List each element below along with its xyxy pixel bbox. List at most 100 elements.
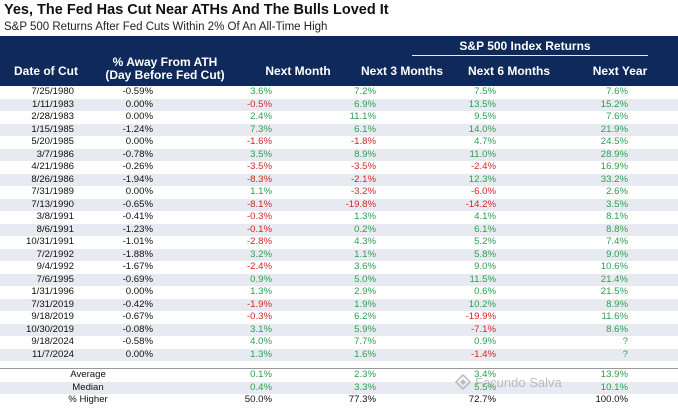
table-row: 2/28/1983 0.00% 2.4% 11.1% 9.5% 7.6% (0, 111, 678, 124)
cell-ath-distance: 0.00% (125, 111, 153, 122)
cell-date-of-cut: 8/6/1991 (36, 223, 74, 235)
cell-next-year: 33.2% (600, 173, 628, 185)
cell-date-of-cut: 3/8/1991 (36, 211, 74, 222)
cell-next-6-months: -2.4% (470, 161, 496, 172)
cell-next-month: 3.5% (250, 148, 272, 160)
header-group-label: S&P 500 Index Returns (459, 39, 591, 53)
cell-next-6-months: -1.4% (470, 348, 496, 360)
cell-ath-distance: 0.00% (125, 348, 153, 360)
summary-next-3-months: 2.3% (354, 369, 376, 380)
cell-next-month: -0.3% (246, 211, 272, 222)
cell-date-of-cut: 4/21/1986 (31, 161, 74, 172)
summary-next-month: 0.1% (250, 369, 272, 380)
cell-next-month: -2.4% (246, 261, 272, 272)
cell-next-3-months: 1.3% (354, 211, 376, 222)
table-row: 7/31/2019 -0.42% -1.9% 1.9% 10.2% 8.9% (0, 298, 678, 311)
cell-next-year: 8.9% (606, 298, 628, 310)
cell-next-month: -3.5% (246, 161, 272, 172)
cell-next-month: -0.3% (246, 311, 272, 322)
cell-date-of-cut: 9/18/2024 (31, 336, 74, 347)
cell-ath-distance: -1.67% (122, 261, 153, 272)
table-row: 8/26/1986 -1.94% -8.3% -2.1% 12.3% 33.2% (0, 173, 678, 186)
table-row: 3/8/1991 -0.41% -0.3% 1.3% 4.1% 8.1% (0, 211, 678, 224)
table-row: 7/31/1989 0.00% 1.1% -3.2% -6.0% 2.6% (0, 186, 678, 199)
watermark-logo-icon (455, 374, 471, 390)
table-row: 10/31/1991 -1.01% -2.8% 4.3% 5.2% 7.4% (0, 236, 678, 249)
cell-next-6-months: 0.9% (474, 336, 496, 347)
cell-next-3-months: -19.8% (345, 198, 376, 210)
table-row: 8/6/1991 -1.23% -0.1% 0.2% 6.1% 8.8% (0, 223, 678, 236)
cell-ath-distance: -0.69% (122, 273, 153, 285)
table-row: 9/18/2024 -0.58% 4.0% 7.7% 0.9%? (0, 336, 678, 349)
cell-next-3-months: 6.2% (354, 311, 376, 322)
page-subtitle: S&P 500 Returns After Fed Cuts Within 2%… (4, 21, 328, 33)
cell-next-6-months: -19.9% (465, 311, 496, 322)
summary-next-3-months: 77.3% (348, 394, 376, 406)
watermark: Facundo Salva (455, 374, 562, 390)
cell-date-of-cut: 7/2/1992 (36, 248, 74, 260)
cell-next-year: 28.9% (600, 148, 628, 160)
cell-next-year: 21.4% (600, 273, 628, 285)
cell-next-6-months: 4.7% (474, 136, 496, 147)
summary-next-year: 13.9% (600, 369, 628, 380)
cell-next-year: 8.8% (606, 223, 628, 235)
cell-ath-distance: 0.00% (125, 186, 153, 197)
cell-next-year: 21.9% (600, 123, 628, 135)
cell-next-year: ? (622, 336, 628, 347)
summary-label: % Higher (68, 394, 108, 406)
cell-next-month: -1.6% (246, 136, 272, 147)
cell-ath-distance: -0.67% (122, 311, 153, 322)
table-row: 1/11/1983 0.00% -0.5% 6.9% 13.5% 15.2% (0, 98, 678, 111)
cell-next-month: 3.1% (250, 323, 272, 335)
summary-next-year: 10.1% (600, 381, 628, 393)
table-row: 1/31/1996 0.00% 1.3% 2.9% 0.6% 21.5% (0, 286, 678, 299)
cell-date-of-cut: 1/11/1983 (32, 98, 74, 110)
page-title: Yes, The Fed Has Cut Near ATHs And The B… (4, 2, 389, 18)
cell-ath-distance: -0.58% (122, 336, 153, 347)
cell-next-year: 15.2% (600, 98, 628, 110)
table-row: 7/6/1995 -0.69% 0.9% 5.0% 11.5% 21.4% (0, 273, 678, 286)
cell-date-of-cut: 7/31/1989 (31, 186, 74, 197)
header-date-of-cut: Date of Cut (14, 64, 78, 78)
cell-date-of-cut: 7/31/2019 (31, 298, 74, 310)
cell-next-year: 11.6% (601, 311, 629, 322)
cell-next-month: -0.1% (246, 223, 272, 235)
cell-ath-distance: -0.65% (122, 198, 153, 210)
cell-next-6-months: 7.5% (474, 86, 496, 97)
cell-date-of-cut: 11/7/2024 (32, 348, 74, 360)
cell-date-of-cut: 8/26/1986 (31, 173, 74, 185)
summary-next-6-months: 3.4% (474, 369, 496, 380)
summary-label: Average (70, 369, 106, 380)
cell-next-month: -8.1% (246, 198, 272, 210)
cell-next-month: -0.5% (246, 98, 272, 110)
summary-next-year: 100.0% (595, 394, 628, 406)
cell-next-6-months: -6.0% (470, 186, 496, 197)
cell-next-3-months: 7.2% (354, 86, 376, 97)
header-next-year: Next Year (592, 64, 648, 78)
cell-next-year: 3.5% (606, 198, 628, 210)
table-row: 7/2/1992 -1.88% 3.2% 1.1% 5.8% 9.0% (0, 248, 678, 261)
cell-next-year: 2.6% (606, 186, 628, 197)
summary-label: Median (72, 381, 104, 393)
cell-date-of-cut: 10/30/2019 (25, 323, 74, 335)
cell-next-6-months: -14.2% (465, 198, 496, 210)
cell-date-of-cut: 9/18/2019 (31, 311, 74, 322)
cell-next-3-months: 6.9% (354, 98, 376, 110)
cell-next-month: -1.9% (246, 298, 272, 310)
cell-next-3-months: -3.2% (350, 186, 376, 197)
cell-next-3-months: -1.8% (350, 136, 376, 147)
cell-ath-distance: 0.00% (125, 98, 153, 110)
cell-next-3-months: 3.6% (354, 261, 376, 272)
table-row: 1/15/1985 -1.24% 7.3% 6.1% 14.0% 21.9% (0, 123, 678, 136)
cell-ath-distance: -0.42% (122, 298, 153, 310)
cell-next-year: 21.5% (600, 286, 628, 297)
cell-next-6-months: 11.0% (469, 148, 497, 160)
table-row: 9/4/1992 -1.67% -2.4% 3.6% 9.0% 10.6% (0, 261, 678, 274)
cell-next-3-months: 0.2% (354, 223, 376, 235)
cell-next-3-months: 4.3% (354, 236, 376, 247)
cell-next-month: 4.0% (250, 336, 272, 347)
table-header: S&P 500 Index Returns Date of Cut % Away… (0, 36, 678, 86)
cell-ath-distance: -1.94% (122, 173, 153, 185)
table-row: 9/18/2019 -0.67% -0.3% 6.2% -19.9% 11.6% (0, 311, 678, 324)
cell-next-3-months: 8.9% (354, 148, 376, 160)
